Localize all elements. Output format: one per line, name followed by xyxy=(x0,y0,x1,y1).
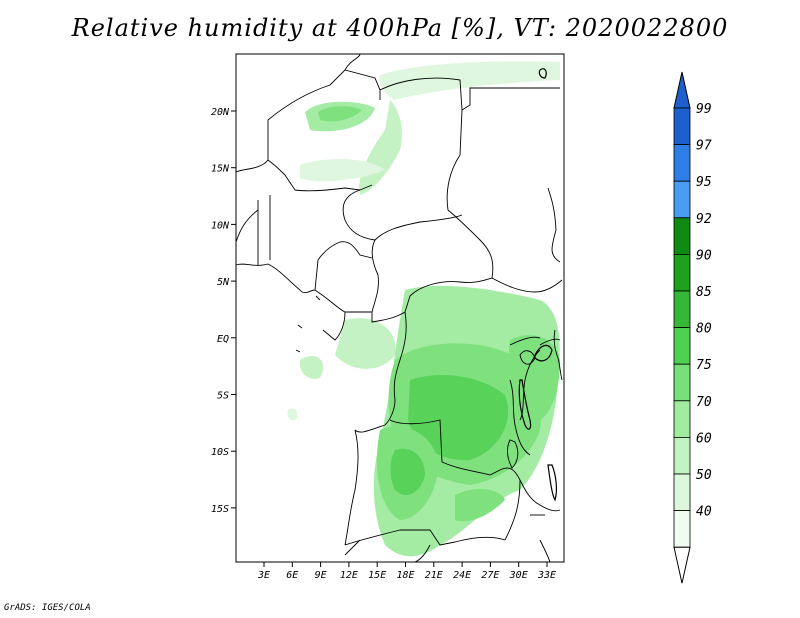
colorbar: 99 97 95 92 90 85 80 75 70 60 50 40 xyxy=(673,71,712,584)
colorbar-level-label: 40 xyxy=(696,505,712,520)
humidity-shading xyxy=(287,61,560,557)
humidity-patch-sahel xyxy=(300,158,385,182)
humidity-region-congo-core xyxy=(408,375,509,461)
lat-tick-label: EQ xyxy=(217,334,229,345)
colorbar-segment xyxy=(673,107,691,145)
colorbar-top-arrow xyxy=(673,71,691,109)
colorbar-segment xyxy=(673,217,691,255)
lon-ticks: 3E 6E 9E 12E 15E 18E 21E 24E 27E 30E 33E xyxy=(257,562,556,581)
lon-tick-label: 18E xyxy=(396,570,414,581)
map-title: Relative humidity at 400hPa [%], VT: 202… xyxy=(71,14,729,42)
colorbar-segment xyxy=(673,400,691,438)
lon-tick-label: 24E xyxy=(453,570,471,581)
colorbar-segment xyxy=(673,180,691,219)
colorbar-level-label: 60 xyxy=(696,431,712,446)
colorbar-segment xyxy=(673,363,691,402)
lon-tick-label: 27E xyxy=(481,570,499,581)
lat-ticks: 20N 15N 10N 5N EQ 5S 10S 15S xyxy=(211,107,236,515)
credit-text: GrADS: IGES/COLA xyxy=(4,603,91,613)
colorbar-segment xyxy=(673,290,691,328)
colorbar-segment xyxy=(673,253,691,292)
lon-tick-label: 15E xyxy=(368,570,386,581)
colorbar-level-label: 50 xyxy=(696,468,712,483)
colorbar-segment xyxy=(673,436,691,475)
colorbar-level-label: 99 xyxy=(696,102,712,117)
lat-tick-label: 15S xyxy=(211,504,229,515)
humidity-region-lakes xyxy=(508,335,560,425)
lake-outlines xyxy=(518,68,558,502)
colorbar-segment xyxy=(673,510,691,548)
lon-tick-label: 6E xyxy=(286,570,298,581)
lat-tick-label: 15N xyxy=(211,164,230,175)
lat-tick-label: 5S xyxy=(217,391,229,402)
colorbar-level-label: 70 xyxy=(696,395,712,410)
colorbar-level-label: 95 xyxy=(696,175,712,190)
humidity-region-angola-core xyxy=(390,448,425,495)
lon-tick-label: 33E xyxy=(537,570,556,581)
colorbar-level-label: 90 xyxy=(696,248,712,263)
humidity-patch-gabon xyxy=(335,318,396,369)
lat-tick-label: 5N xyxy=(217,277,230,288)
colorbar-bottom-arrow xyxy=(673,546,691,584)
colorbar-level-label: 75 xyxy=(696,358,712,373)
colorbar-level-label: 97 xyxy=(696,139,712,154)
colorbar-segment xyxy=(673,473,691,511)
humidity-patch-coast xyxy=(299,356,324,379)
humidity-patch-north-core xyxy=(318,106,362,122)
colorbar-segment xyxy=(673,327,691,365)
lat-tick-label: 10N xyxy=(211,220,230,231)
colorbar-level-label: 80 xyxy=(696,322,712,337)
colorbar-segment xyxy=(673,144,691,182)
colorbar-level-label: 85 xyxy=(696,285,712,300)
lon-tick-label: 12E xyxy=(340,570,358,581)
colorbar-level-label: 92 xyxy=(696,212,712,227)
map-panel: 20N 15N 10N 5N EQ 5S 10S 15S 3E 6E 9E 12E 15E 18E 21E… xyxy=(211,53,565,581)
lon-tick-label: 3E xyxy=(257,570,270,581)
lat-tick-label: 10S xyxy=(211,447,229,458)
lon-tick-label: 9E xyxy=(315,570,327,581)
humidity-patch-zambia xyxy=(455,488,505,522)
lat-tick-label: 20N xyxy=(211,107,230,118)
humidity-patch-top xyxy=(379,61,560,100)
humidity-patch-ocean xyxy=(287,408,298,421)
lon-tick-label: 21E xyxy=(425,570,443,581)
lon-tick-label: 30E xyxy=(509,570,528,581)
